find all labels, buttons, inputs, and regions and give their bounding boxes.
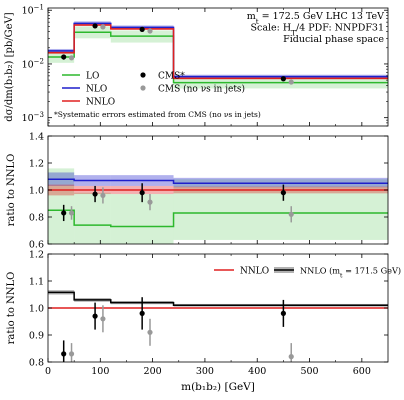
ytick-label-0: 10−1 (22, 4, 44, 17)
y-axis-label: ratio to NNLO (6, 272, 17, 345)
ytick-label-3: 1.2 (29, 159, 44, 170)
ytick-label-1: 0.8 (29, 213, 44, 224)
panel-ratio-all: 0.6 0.8 1.0 1.2 1.4 ratio to NNLO (6, 132, 389, 251)
xtick-label-2: 200 (144, 366, 162, 377)
ytick-label-3: 1.1 (29, 277, 44, 288)
point-cms-3 (280, 76, 286, 82)
legend-label-nlo: NLO (86, 85, 107, 95)
legend-marker-cms (140, 72, 146, 78)
panel-ratio-mt: 0 100 200 300 400 500 600 0.8 0.9 1.0 1.1 1.2 ratio … (6, 250, 401, 378)
point-cms_nonu-0 (68, 55, 75, 61)
ytick-label-0: 0.6 (29, 240, 44, 251)
plot-area (48, 290, 388, 362)
point-cms-0 (61, 54, 67, 60)
point-cms_nonu-1 (100, 24, 106, 30)
xtick-label-0: 0 (45, 366, 51, 377)
legend-label-lo: LO (86, 72, 99, 82)
y-axis-label: dσ/dm(b₁b₂) [pb/GeV] (4, 12, 15, 121)
annotation-line-2: Fiducial phase space (283, 34, 384, 45)
legend-label-cms_nonu: CMS (no νs in jets) (158, 84, 245, 95)
annotation-line-0: mt = 172.5 GeV LHC 13 TeV (247, 11, 384, 26)
legend-marker-cms_nonu (140, 85, 146, 91)
legend-label-nnlo: NNLO (86, 98, 115, 108)
point-cms_nonu-2 (147, 28, 153, 34)
line-nnlo (48, 24, 388, 80)
xtick-label-4: 400 (248, 366, 266, 377)
axes-frame (47, 7, 389, 127)
point-cms_nonu-2 (147, 329, 153, 335)
ytick-label-1: 0.9 (29, 331, 44, 342)
legend-label-nnlo-alt: NNLO (mt = 171.5 GeV) (300, 266, 401, 280)
ytick-label-4: 1.2 (29, 250, 44, 261)
x-axis-label: m(b₁b₂) [GeV] (181, 381, 255, 393)
xtick-label-5: 500 (300, 366, 318, 377)
legend: NNLO NNLO (mt = 171.5 GeV) (214, 266, 401, 280)
band-lo-2 (110, 194, 174, 244)
ytick-label-2: 1.0 (29, 304, 44, 315)
line-nlo (48, 178, 388, 184)
point-cms_nonu-0 (68, 210, 75, 216)
point-cms-2 (139, 310, 145, 316)
ytick-label-2: 10−3 (22, 111, 44, 124)
line-lo (48, 209, 388, 228)
point-cms_nonu-3 (288, 79, 294, 85)
point-cms-2 (139, 26, 145, 32)
panel-cross-section: 10−1 10−2 10−3 dσ/dm(b₁b₂) [pb/GeV] mt = 172… (4, 4, 389, 127)
ytick-label-0: 0.8 (29, 358, 44, 369)
y-axis-label: ratio to NNLO (6, 154, 17, 227)
legend-label-nnlo: NNLO (240, 267, 269, 277)
point-cms-1 (92, 191, 98, 197)
ytick-label-1: 10−2 (22, 57, 44, 70)
point-cms_nonu-2 (147, 199, 153, 205)
footnote: *Systematic errors estimated from CMS (n… (54, 110, 261, 119)
point-cms-0 (61, 210, 67, 216)
band-lo-1 (74, 192, 111, 244)
point-cms-3 (280, 190, 286, 196)
ytick-label-2: 1.0 (29, 186, 44, 197)
annotation-line-1: Scale: HT/4 PDF: NNPDF31 (251, 23, 384, 38)
point-cms-1 (92, 313, 98, 319)
plot-area (48, 21, 388, 89)
point-cms-3 (280, 310, 286, 316)
plot-area (48, 168, 388, 244)
legend-label-cms: CMS* (158, 72, 185, 82)
ytick-label-4: 1.4 (29, 132, 44, 143)
point-cms_nonu-0 (68, 351, 75, 357)
point-cms-1 (92, 23, 98, 29)
xtick-label-3: 300 (196, 366, 214, 377)
xtick-label-1: 100 (91, 366, 109, 377)
point-cms_nonu-1 (100, 192, 106, 198)
line-nnlo_alt (48, 291, 388, 307)
xtick-label-6: 600 (353, 366, 371, 377)
point-cms_nonu-3 (288, 354, 294, 360)
legend: LO NLO NNLO CMS* CMS (no νs in jets) (62, 72, 245, 108)
point-cms_nonu-3 (288, 211, 294, 217)
point-cms-0 (61, 351, 67, 357)
point-cms_nonu-1 (100, 316, 106, 322)
band-lo-0 (48, 168, 75, 244)
point-cms-2 (139, 190, 145, 196)
